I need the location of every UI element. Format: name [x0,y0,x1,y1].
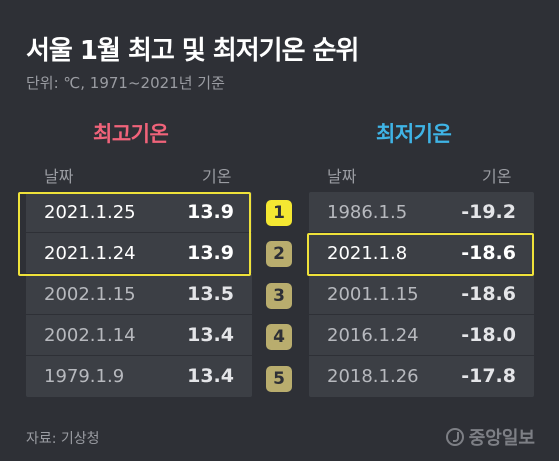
table-row: 2021.1.8 -18.6 [309,233,534,274]
row-temp: -19.2 [461,201,516,223]
page-subtitle: 단위: ℃, 1971~2021년 기준 [26,74,225,92]
rank-badge-4: 4 [266,324,292,350]
row-date: 2021.1.24 [44,243,136,264]
row-date: 1986.1.5 [327,202,408,223]
table-row: 2001.1.15 -18.6 [309,274,534,315]
row-temp: -17.8 [461,365,516,387]
high-temp-table: 2021.1.25 13.9 2021.1.24 13.9 2002.1.15 … [26,192,252,397]
high-col-date-header: 날짜 [44,167,74,186]
row-temp: 13.9 [187,201,234,223]
row-date: 2002.1.14 [44,325,136,346]
row-date: 2021.1.8 [327,243,408,264]
table-row: 1979.1.9 13.4 [26,356,252,397]
row-temp: -18.0 [461,324,516,346]
row-date: 2021.1.25 [44,202,136,223]
table-row: 2018.1.26 -17.8 [309,356,534,397]
table-row: 2016.1.24 -18.0 [309,315,534,356]
row-date: 2002.1.15 [44,284,136,305]
high-temp-section-title: 최고기온 [93,122,169,146]
high-col-temp-header: 기온 [202,167,232,186]
row-date: 2001.1.15 [327,284,419,305]
brand-mark-icon [445,428,464,446]
row-temp: 13.4 [187,365,234,387]
page-title: 서울 1월 최고 및 최저기온 순위 [26,36,359,66]
low-col-date-header: 날짜 [327,167,357,186]
rank-badge-3: 3 [266,283,292,309]
table-row: 2002.1.14 13.4 [26,315,252,356]
brand-logo: 중앙일보 [445,424,535,450]
row-temp: -18.6 [461,283,516,305]
low-temp-section-title: 최저기온 [376,122,452,146]
row-temp: -18.6 [461,242,516,264]
rank-badge-1: 1 [266,200,292,226]
row-date: 2016.1.24 [327,325,419,346]
source-note: 자료: 기상청 [26,431,100,447]
low-temp-table: 1986.1.5 -19.2 2021.1.8 -18.6 2001.1.15 … [309,192,534,397]
low-col-temp-header: 기온 [482,167,512,186]
rank-badge-5: 5 [266,366,292,392]
table-row: 2021.1.25 13.9 [26,192,252,233]
rank-badge-2: 2 [266,241,292,267]
table-row: 1986.1.5 -19.2 [309,192,534,233]
row-date: 2018.1.26 [327,366,419,387]
table-row: 2021.1.24 13.9 [26,233,252,274]
row-temp: 13.9 [187,242,234,264]
row-date: 1979.1.9 [44,366,125,387]
table-row: 2002.1.15 13.5 [26,274,252,315]
row-temp: 13.4 [187,324,234,346]
brand-name: 중앙일보 [468,428,535,449]
row-temp: 13.5 [187,283,234,305]
